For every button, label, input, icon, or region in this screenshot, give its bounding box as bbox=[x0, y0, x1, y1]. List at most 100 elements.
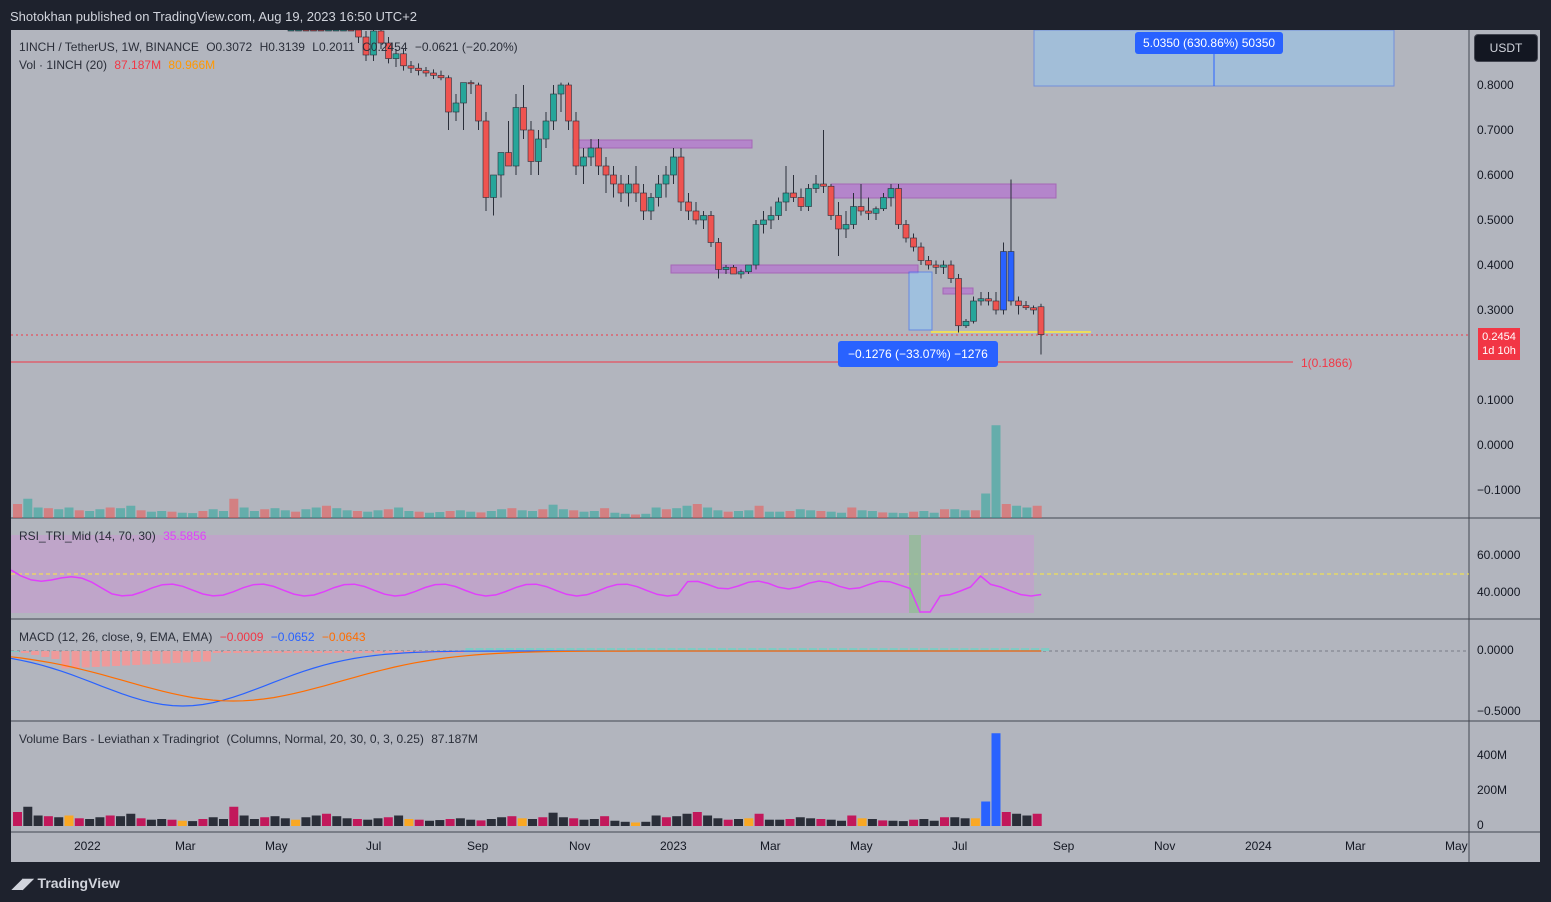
macd-hist-bar bbox=[637, 648, 646, 651]
candle-body bbox=[475, 84, 482, 122]
macd-hist-bar bbox=[61, 651, 70, 669]
time-tick-label: 2023 bbox=[660, 839, 687, 853]
macd-hist-bar bbox=[233, 651, 242, 653]
vbars-column bbox=[538, 817, 548, 826]
volume-bar bbox=[600, 508, 610, 518]
price-tick-label: 0.4000 bbox=[1477, 258, 1514, 272]
candle-body bbox=[385, 42, 392, 59]
candle-body bbox=[760, 219, 767, 225]
macd-hist-bar bbox=[394, 651, 403, 653]
vbars-column bbox=[208, 817, 218, 826]
volume-legend: Vol · 1INCH (20) 87.187M 80.966M bbox=[19, 58, 219, 72]
vbars-column bbox=[157, 819, 167, 826]
measure-down-label[interactable]: −0.1276 (−33.07%) −1276 bbox=[838, 341, 998, 367]
volume-bar bbox=[435, 512, 445, 518]
volume-bar bbox=[579, 511, 589, 518]
macd-hist-bar bbox=[829, 648, 838, 651]
macd-hist-bar bbox=[41, 651, 50, 657]
candle-body bbox=[767, 215, 775, 221]
macd-title[interactable]: MACD (12, 26, close, 9, EMA, EMA) bbox=[19, 630, 213, 644]
macd-hist-bar bbox=[21, 651, 30, 653]
rsi-title[interactable]: RSI_TRI_Mid (14, 70, 30) bbox=[19, 529, 156, 543]
vbars-column bbox=[373, 818, 383, 826]
vbars-column bbox=[744, 818, 754, 826]
volume-bar bbox=[466, 511, 476, 518]
candle-body bbox=[895, 188, 902, 225]
main-legend: 1INCH / TetherUS, 1W, BINANCE O0.3072 H0… bbox=[19, 40, 522, 54]
macd-hist-bar bbox=[849, 648, 858, 651]
vbars-column bbox=[249, 819, 259, 826]
candle-body bbox=[917, 246, 925, 261]
macd-hist-bar bbox=[808, 648, 817, 651]
macd-hist-bar bbox=[162, 651, 171, 664]
vbars-column bbox=[332, 816, 342, 826]
vbars-column bbox=[33, 815, 43, 826]
macd-hist-bar bbox=[677, 648, 686, 651]
vbars-column bbox=[54, 817, 64, 826]
macd-hist-bar bbox=[930, 648, 939, 651]
chart-area[interactable]: 0.8000 0.7000 0.6000 0.5000 0.4000 0.3000 0.10… bbox=[11, 30, 1540, 862]
candle-body bbox=[437, 75, 445, 79]
volume-bar bbox=[229, 498, 239, 518]
macd-hist-bar bbox=[859, 648, 868, 651]
macd-hist-bar bbox=[314, 651, 322, 653]
macd-hist-bar bbox=[647, 648, 656, 651]
currency-button[interactable]: USDT bbox=[1474, 34, 1538, 62]
candle-body bbox=[962, 320, 970, 327]
vbars-column bbox=[1001, 812, 1011, 826]
volume-bar bbox=[126, 505, 136, 518]
legend-high: H0.3139 bbox=[259, 40, 305, 54]
volume-bar bbox=[682, 505, 692, 518]
macd-hist-bar bbox=[263, 651, 272, 653]
publisher-info: Shotokhan published on TradingView.com, … bbox=[10, 9, 418, 24]
macd-hist-bar bbox=[182, 651, 191, 663]
candle-body bbox=[887, 188, 895, 198]
candle-body bbox=[625, 183, 632, 194]
vbars-column bbox=[239, 815, 249, 826]
volume-bar bbox=[507, 508, 517, 518]
volume-bar bbox=[208, 509, 218, 518]
macd-hist-bar bbox=[11, 651, 19, 652]
macd-hist-bar bbox=[738, 648, 747, 651]
vbars-title[interactable]: Volume Bars - Leviathan x Tradingriot bbox=[19, 732, 220, 746]
price-tick-label: 0.8000 bbox=[1477, 78, 1514, 92]
volume-bar bbox=[239, 507, 249, 518]
volume-bar bbox=[569, 510, 579, 518]
vbars-column bbox=[116, 816, 125, 826]
vol-title[interactable]: Vol · 1INCH (20) bbox=[19, 58, 108, 72]
macd-hist-bar bbox=[293, 651, 302, 653]
macd-hist-bar bbox=[485, 648, 494, 651]
vbars-column bbox=[569, 818, 579, 826]
candle-body bbox=[535, 138, 542, 162]
vbars-column bbox=[558, 817, 568, 826]
macd-hist-bar bbox=[122, 651, 131, 666]
legend-symbol[interactable]: 1INCH / TetherUS, 1W, BINANCE bbox=[19, 40, 199, 54]
volume-bar bbox=[146, 511, 156, 518]
vbars-column bbox=[517, 818, 527, 826]
price-tick-label: −0.1000 bbox=[1477, 483, 1521, 497]
volume-bar bbox=[332, 508, 342, 518]
candle-body bbox=[452, 102, 460, 113]
candle-body bbox=[400, 53, 407, 67]
time-tick-label: Jul bbox=[366, 839, 381, 853]
candle-body bbox=[970, 300, 977, 322]
volume-bar bbox=[373, 510, 383, 518]
vbars-column bbox=[661, 817, 671, 826]
candle-body bbox=[992, 300, 1000, 311]
rsi-line bbox=[11, 569, 1042, 613]
candle-body bbox=[872, 208, 880, 214]
macd-hist-bar bbox=[303, 651, 312, 653]
volume-bar bbox=[425, 512, 434, 518]
measure-up-label[interactable]: 5.0350 (630.86%) 50350 bbox=[1135, 32, 1284, 54]
candle-body bbox=[775, 201, 782, 216]
supply-demand-zone bbox=[670, 264, 919, 274]
macd-hist-bar bbox=[202, 651, 211, 662]
volume-bar bbox=[85, 511, 95, 518]
macd-hist-bar bbox=[455, 651, 464, 653]
macd-hist-bar bbox=[536, 648, 545, 651]
chart-canvas[interactable]: 0.8000 0.7000 0.6000 0.5000 0.4000 0.3000 0.10… bbox=[11, 30, 1540, 862]
macd-hist-bar bbox=[364, 651, 373, 653]
volume-bar bbox=[816, 511, 826, 518]
tradingview-logo[interactable]: ◢◤ TradingView bbox=[12, 875, 120, 892]
vbars-column bbox=[620, 821, 630, 826]
